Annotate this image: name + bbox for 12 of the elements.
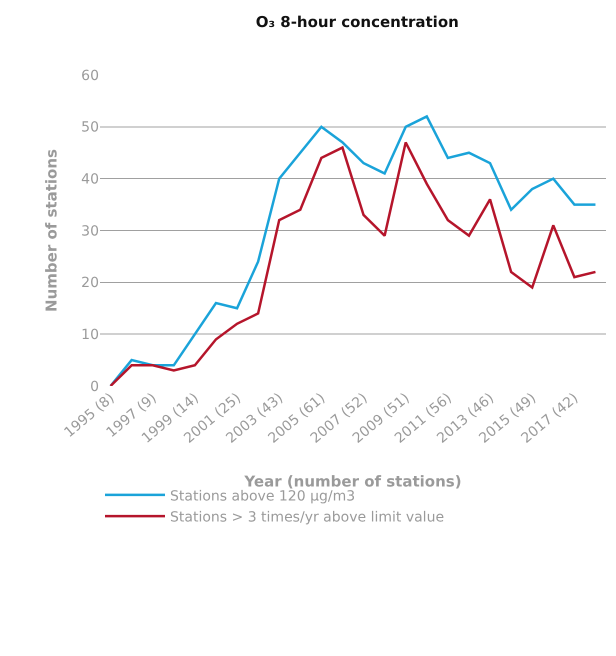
y-tick-label: 20 [81, 275, 99, 292]
y-tick-label: 30 [81, 223, 99, 240]
y-axis-title: Number of stations [42, 148, 60, 312]
x-axis-title: Year (number of stations) [243, 472, 462, 491]
legend-label: Stations above 120 μg/m3 [170, 488, 356, 504]
y-tick-label: 40 [81, 172, 99, 188]
y-tick-label: 60 [81, 68, 99, 84]
y-tick-label: 10 [81, 327, 99, 344]
chart-title: O₃ 8-hour concentration [256, 12, 459, 31]
legend-label: Stations > 3 times/yr above limit value [170, 510, 444, 526]
y-tick-label: 50 [81, 120, 99, 136]
y-tick-label: 0 [90, 378, 99, 395]
